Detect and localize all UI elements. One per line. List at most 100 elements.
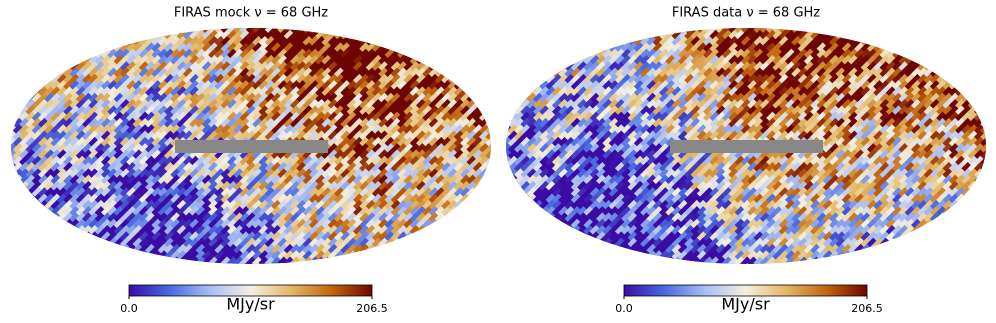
map-pixel bbox=[498, 68, 511, 81]
map-pixel bbox=[949, 17, 962, 30]
map-pixel bbox=[583, 17, 596, 30]
map-pixel bbox=[13, 42, 26, 55]
map-pixel bbox=[473, 30, 486, 43]
map-pixel bbox=[290, 269, 303, 282]
map-pixel bbox=[892, 17, 905, 30]
map-pixel bbox=[38, 250, 51, 263]
map-pixel bbox=[564, 23, 577, 36]
map-pixel bbox=[0, 187, 13, 200]
map-pixel bbox=[974, 80, 987, 93]
map-pixel bbox=[51, 231, 64, 244]
map-pixel bbox=[13, 194, 26, 207]
map-pixel bbox=[69, 42, 82, 55]
map-pixel bbox=[19, 238, 32, 251]
map-pixel bbox=[51, 238, 64, 251]
map-pixel bbox=[44, 61, 57, 74]
map-pixel bbox=[479, 194, 492, 207]
map-pixel bbox=[955, 30, 968, 43]
map-pixel bbox=[82, 250, 95, 263]
map-pixel bbox=[621, 17, 634, 30]
map-pixel bbox=[6, 86, 19, 99]
map-pixel bbox=[107, 30, 120, 43]
map-pixel bbox=[13, 212, 26, 225]
map-pixel bbox=[429, 23, 442, 36]
map-pixel bbox=[640, 23, 653, 36]
map-pixel bbox=[384, 17, 397, 30]
map-pixel bbox=[0, 68, 13, 81]
map-pixel bbox=[13, 257, 26, 270]
map-pixel bbox=[88, 244, 101, 257]
map-pixel bbox=[321, 263, 334, 276]
map-pixel bbox=[539, 49, 552, 62]
map-pixel bbox=[0, 137, 13, 150]
map-pixel bbox=[0, 49, 13, 62]
map-pixel bbox=[384, 36, 397, 49]
map-pixel bbox=[88, 257, 101, 270]
map-pixel bbox=[854, 17, 867, 30]
map-pixel bbox=[63, 36, 76, 49]
map-pixel bbox=[57, 257, 70, 270]
map-pixel bbox=[823, 17, 836, 30]
map-pixel bbox=[917, 17, 930, 30]
map-pixel bbox=[508, 42, 521, 55]
map-pixel bbox=[479, 86, 492, 99]
map-pixel bbox=[479, 238, 492, 251]
map-pixel bbox=[69, 263, 82, 276]
map-pixel bbox=[384, 250, 397, 263]
map-pixel bbox=[454, 263, 467, 276]
map-pixel bbox=[145, 17, 158, 30]
map-title: FIRAS mock ν = 68 GHz bbox=[174, 6, 328, 21]
map-pixel bbox=[527, 49, 540, 62]
map-pixel bbox=[879, 23, 892, 36]
map-pixel bbox=[558, 42, 571, 55]
map-pixel bbox=[397, 238, 410, 251]
map-pixel bbox=[0, 257, 13, 270]
map-pixel bbox=[403, 269, 416, 282]
map-pixel bbox=[120, 257, 133, 270]
map-pixel bbox=[57, 55, 70, 68]
map-pixel bbox=[955, 23, 968, 36]
map-pixel bbox=[917, 23, 930, 36]
map-pixel bbox=[473, 68, 486, 81]
map-pixel bbox=[429, 238, 442, 251]
map-pixel bbox=[492, 263, 505, 276]
map-pixel bbox=[495, 99, 508, 112]
map-pixel bbox=[114, 257, 127, 270]
map-pixel bbox=[258, 263, 271, 276]
map-pixel bbox=[38, 61, 51, 74]
map-pixel bbox=[501, 36, 514, 49]
map-pixel bbox=[460, 269, 473, 282]
map-pixel bbox=[441, 269, 454, 282]
map-pixel bbox=[126, 269, 139, 282]
map-pixel bbox=[498, 269, 511, 282]
map-pixel bbox=[38, 212, 51, 225]
map-pixel bbox=[466, 42, 479, 55]
map-pixel bbox=[653, 17, 666, 30]
map-pixel bbox=[968, 36, 981, 49]
map-pixel bbox=[485, 99, 498, 112]
map-pixel bbox=[391, 30, 404, 43]
map-pixel bbox=[583, 36, 596, 49]
map-pixel bbox=[88, 238, 101, 251]
map-pixel bbox=[44, 231, 57, 244]
map-pixel bbox=[473, 244, 486, 257]
map-pixel bbox=[447, 68, 460, 81]
map-pixel bbox=[0, 162, 13, 175]
map-pixel bbox=[596, 17, 609, 30]
colorbar-label: MJy/sr bbox=[226, 295, 275, 314]
map-pixel bbox=[520, 30, 533, 43]
map-pixel bbox=[892, 30, 905, 43]
map-pixel bbox=[19, 36, 32, 49]
map-pixel bbox=[114, 250, 127, 263]
map-pixel bbox=[284, 269, 297, 282]
map-pixel bbox=[911, 49, 924, 62]
map-pixel bbox=[905, 42, 918, 55]
map-pixel bbox=[974, 49, 987, 62]
map-pixel bbox=[479, 30, 492, 43]
map-pixel bbox=[552, 36, 565, 49]
map-pixel bbox=[968, 23, 981, 36]
map-pixel bbox=[378, 244, 391, 257]
map-pixel bbox=[126, 30, 139, 43]
map-pixel bbox=[0, 250, 13, 263]
